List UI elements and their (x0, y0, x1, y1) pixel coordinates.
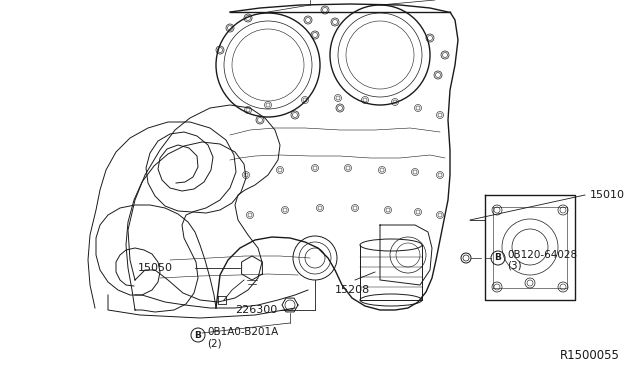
Text: 0B1A0-B201A: 0B1A0-B201A (207, 327, 278, 337)
Text: 15050: 15050 (138, 263, 173, 273)
Text: 0B120-64028: 0B120-64028 (507, 250, 577, 260)
Text: 15208: 15208 (335, 285, 371, 295)
Text: 15010: 15010 (590, 190, 625, 200)
Text: R1500055: R1500055 (560, 349, 620, 362)
Text: B: B (195, 330, 202, 340)
Text: (2): (2) (207, 338, 221, 348)
Text: B: B (495, 253, 501, 263)
Text: 226300: 226300 (235, 305, 277, 315)
Text: (3): (3) (507, 261, 522, 271)
